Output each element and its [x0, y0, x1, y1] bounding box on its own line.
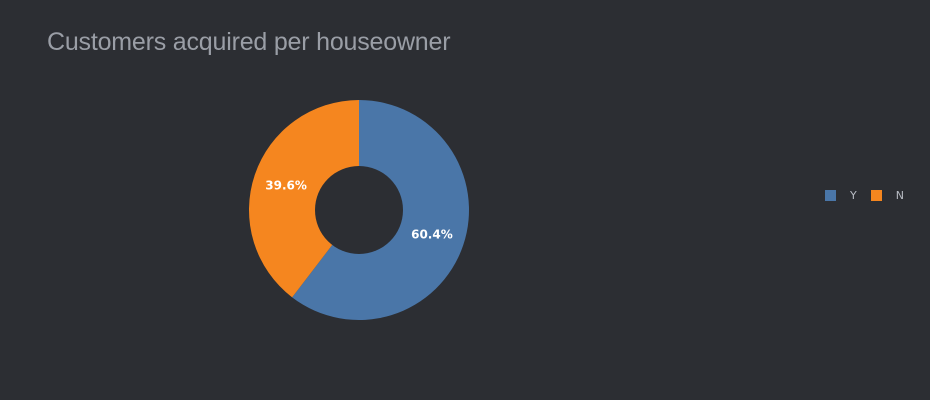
legend-swatch-n [870, 190, 882, 201]
legend: Y N [825, 189, 918, 202]
legend-item-y[interactable]: Y [825, 189, 857, 202]
legend-label-y: Y [850, 189, 857, 202]
slice-n[interactable] [248, 99, 359, 298]
chart-title: Customers acquired per houseowner [47, 28, 451, 56]
slice-label-y: 60.4% [411, 228, 453, 242]
donut-hole [315, 166, 403, 254]
slice-label-n: 39.6% [265, 178, 307, 192]
legend-label-n: N [895, 189, 904, 202]
legend-swatch-y [825, 190, 836, 201]
legend-item-n[interactable]: N [870, 189, 904, 202]
